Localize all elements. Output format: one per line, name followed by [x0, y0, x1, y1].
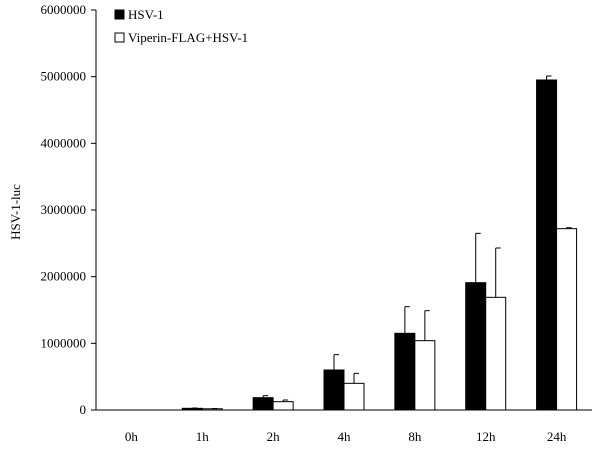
- y-axis: 0 1000000 2000000 3000000 4000000 5000000 6000…: [41, 2, 97, 417]
- y-tick-label: 2000000: [41, 269, 87, 284]
- bar-hsv1: [252, 397, 274, 411]
- y-tick-label: 4000000: [41, 135, 87, 150]
- y-tick-label: 3000000: [41, 202, 87, 217]
- legend-label: HSV-1: [128, 7, 164, 22]
- x-tick-label: 24h: [547, 429, 567, 444]
- legend-swatch-viperin-flag-hsv1: [114, 32, 125, 43]
- bar-viperin-flag-hsv1: [556, 228, 578, 411]
- x-tick-label: 8h: [408, 429, 422, 444]
- x-tick-label: 1h: [196, 429, 210, 444]
- x-tick-label: 0h: [125, 429, 139, 444]
- bar-hsv1: [465, 282, 487, 411]
- x-tick-label: 12h: [476, 429, 496, 444]
- legend-label: Viperin-FLAG+HSV-1: [128, 30, 248, 45]
- x-tick-label: 2h: [267, 429, 281, 444]
- error-bars: [191, 75, 572, 410]
- bars: [181, 79, 578, 411]
- bar-viperin-flag-hsv1: [343, 382, 365, 411]
- legend-swatch-hsv1: [114, 9, 125, 20]
- y-tick-label: 6000000: [41, 2, 87, 17]
- bar-hsv1: [394, 332, 416, 411]
- x-tick-label: 4h: [338, 429, 352, 444]
- y-tick-label: 0: [80, 402, 87, 417]
- y-axis-label: HSV-1-luc: [8, 184, 23, 240]
- y-tick-label: 5000000: [41, 69, 87, 84]
- bar-hsv1: [323, 369, 345, 411]
- bar-hsv1: [181, 407, 203, 411]
- bar-viperin-flag-hsv1: [272, 401, 294, 411]
- y-tick-label: 1000000: [41, 335, 87, 350]
- x-axis: 0h 1h 2h 4h 8h 12h 24h: [96, 409, 592, 444]
- bar-viperin-flag-hsv1: [485, 296, 507, 411]
- bar-viperin-flag-hsv1: [414, 340, 436, 411]
- legend: HSV-1 Viperin-FLAG+HSV-1: [114, 7, 248, 45]
- bar-hsv1: [536, 79, 558, 411]
